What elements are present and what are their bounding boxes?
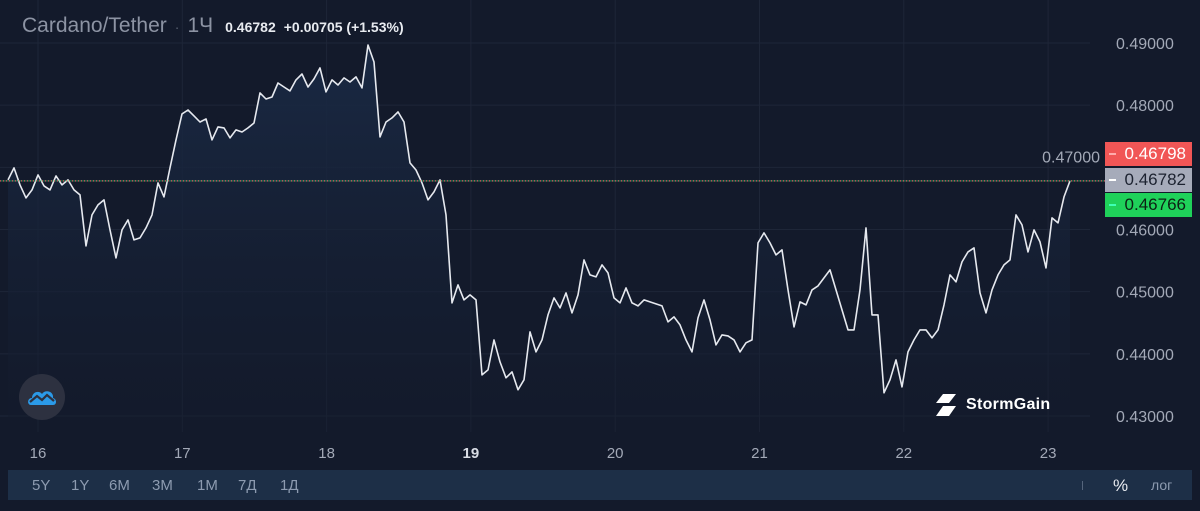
series-area-fill	[8, 45, 1070, 432]
toolbar-divider	[1082, 481, 1083, 490]
x-tick-label: 16	[30, 445, 47, 462]
range-toolbar: 5Y 1Y 6M 3M 1M 7Д 1Д % лог	[8, 470, 1192, 500]
y-tick-label: 0.46000	[1116, 223, 1174, 240]
last-price: 0.46782	[225, 19, 276, 35]
price-change: +0.00705 (+1.53%)	[283, 19, 404, 35]
x-axis[interactable]: 16 17 18 19 20 21 22 23	[30, 445, 1057, 462]
range-5y[interactable]: 5Y	[32, 477, 51, 494]
header-separator: ·	[174, 19, 180, 35]
y-tick-label: 0.44000	[1116, 347, 1174, 364]
y-tick-label: 0.48000	[1116, 98, 1174, 115]
log-scale-button[interactable]: лог	[1151, 477, 1173, 493]
chart-header: Cardano/Tether · 1Ч 0.46782 +0.00705 (+1…	[22, 14, 404, 38]
range-1m[interactable]: 1M	[197, 477, 218, 494]
range-7d[interactable]: 7Д	[238, 477, 257, 494]
stormgain-wordmark: StormGain	[966, 396, 1051, 413]
y-tick-label: 0.43000	[1116, 409, 1174, 426]
ask-price-label: 0.46798	[1105, 142, 1192, 166]
y-axis[interactable]: 0.49000 0.48000 0.47000 0.46000 0.45000 0.440…	[1042, 36, 1174, 426]
x-tick-label: 20	[607, 445, 624, 462]
tradingview-cloud-icon[interactable]	[19, 374, 65, 420]
x-tick-label: 18	[318, 445, 335, 462]
percent-scale-button[interactable]: %	[1113, 476, 1129, 495]
y-tick-label: 0.45000	[1116, 285, 1174, 302]
range-3m[interactable]: 3M	[152, 477, 173, 494]
y-tick-label: 0.49000	[1116, 36, 1174, 53]
interval-label[interactable]: 1Ч	[187, 14, 214, 37]
range-6m[interactable]: 6M	[109, 477, 130, 494]
last-price-label: 0.46782	[1105, 168, 1192, 192]
y-tick-label: 0.47000	[1042, 149, 1100, 166]
x-tick-label: 17	[174, 445, 191, 462]
x-tick-label: 23	[1040, 445, 1057, 462]
x-tick-label: 19	[463, 445, 480, 462]
bid-price-label: 0.46766	[1105, 193, 1192, 217]
range-1d[interactable]: 1Д	[280, 477, 299, 494]
range-1y[interactable]: 1Y	[71, 477, 90, 494]
stormgain-logo-icon	[936, 394, 956, 416]
x-tick-label: 22	[895, 445, 912, 462]
series-line	[7, 44, 1071, 394]
x-tick-label: 21	[751, 445, 768, 462]
symbol-title[interactable]: Cardano/Tether	[22, 14, 167, 37]
stormgain-watermark: StormGain	[934, 393, 1051, 417]
